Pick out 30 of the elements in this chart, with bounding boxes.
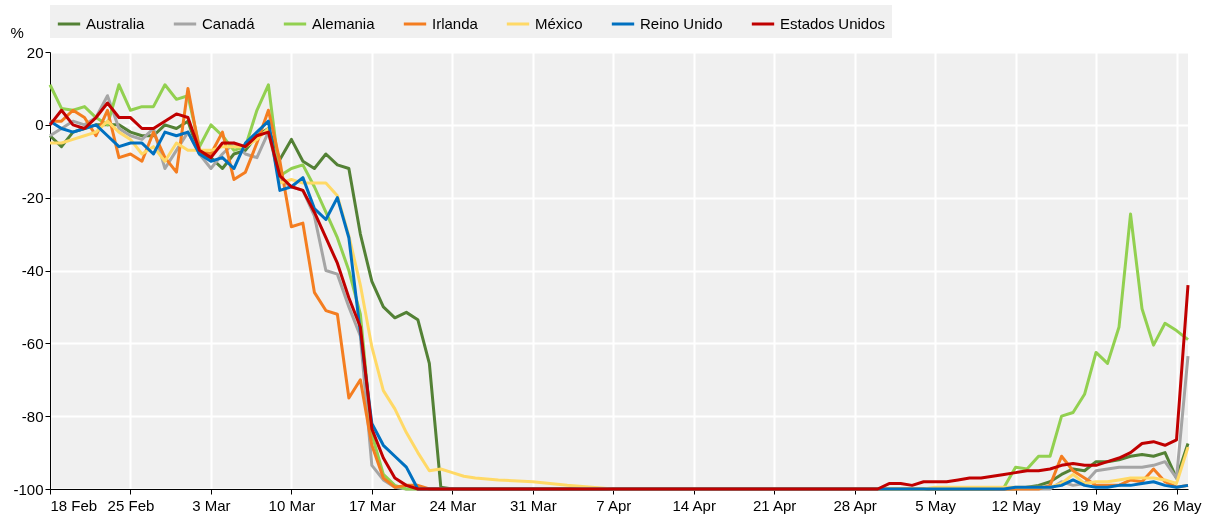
legend-label: Alemania (312, 15, 376, 32)
y-axis-title: % (10, 23, 24, 41)
x-tick-label: 19 May (1071, 496, 1122, 514)
x-tick-label: 25 Feb (107, 496, 155, 514)
y-tick-label: -80 (21, 407, 44, 425)
x-tick-label: 31 Mar (509, 496, 557, 514)
legend-label: Australia (86, 15, 146, 32)
x-tick-label: 7 Apr (596, 496, 632, 514)
y-tick-label: 20 (26, 43, 44, 61)
x-tick-label: 21 Apr (752, 496, 797, 514)
x-tick-label: 3 Mar (192, 496, 231, 514)
y-tick-label: 0 (35, 116, 44, 134)
legend-label: Irlanda (432, 15, 479, 32)
y-tick-label: -60 (21, 334, 44, 352)
x-tick-label: 5 May (915, 496, 957, 514)
x-tick-label: 18 Feb (50, 496, 98, 514)
legend-label: Canadá (202, 15, 256, 32)
y-tick-label: -100 (13, 480, 44, 498)
legend-label: Reino Unido (640, 15, 723, 32)
x-tick-label: 26 May (1152, 496, 1203, 514)
x-tick-label: 17 Mar (349, 496, 396, 514)
legend-label: Estados Unidos (780, 15, 886, 32)
x-tick-label: 24 Mar (429, 496, 477, 514)
legend-label: México (535, 15, 583, 32)
y-tick-label: -20 (21, 189, 44, 207)
x-tick-label: 12 May (991, 496, 1042, 514)
x-tick-label: 28 Apr (833, 496, 877, 514)
x-tick-label: 14 Apr (672, 496, 716, 514)
x-tick-label: 10 Mar (268, 496, 316, 514)
y-tick-label: -40 (21, 262, 44, 279)
